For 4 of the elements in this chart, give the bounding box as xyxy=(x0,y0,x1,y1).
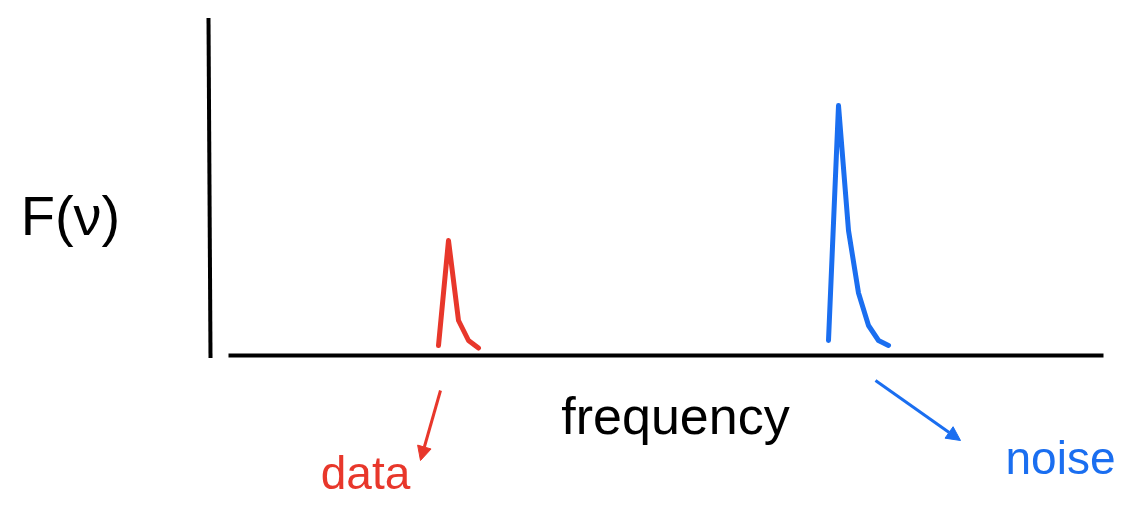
text: data xyxy=(320,447,411,499)
text: noise xyxy=(1005,432,1116,484)
y-axis-title: F(ν) xyxy=(20,184,121,247)
x-axis-title: frequency xyxy=(561,386,790,445)
